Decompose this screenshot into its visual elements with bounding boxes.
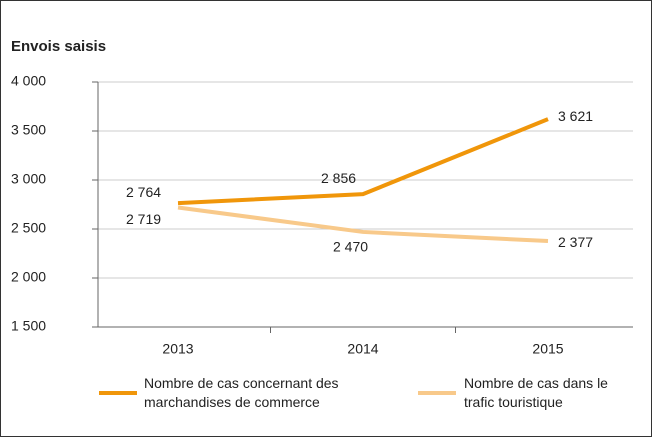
y-tick-label: 1 500 xyxy=(11,318,46,334)
series-line xyxy=(177,117,549,206)
data-label: 2 719 xyxy=(126,211,161,227)
x-tick-label: 2013 xyxy=(162,341,193,357)
y-tick-label: 2 000 xyxy=(11,269,46,285)
legend-label: Nombre de cas concernant des marchandise… xyxy=(144,375,339,410)
x-tick-label: 2014 xyxy=(347,341,378,357)
chart-title: Envois saisis xyxy=(11,38,106,55)
y-tick-label: 4 000 xyxy=(11,73,46,89)
data-label: 2 764 xyxy=(126,184,161,200)
data-label: 2 377 xyxy=(558,234,593,250)
y-tick-label: 3 000 xyxy=(11,171,46,187)
legend-label: Nombre de cas dans le trafic touristique xyxy=(464,375,608,410)
y-tick-label: 2 500 xyxy=(11,220,46,236)
data-label: 3 621 xyxy=(558,108,593,124)
x-tick-label: 2015 xyxy=(532,341,563,357)
data-label: 2 856 xyxy=(321,170,356,186)
series-line xyxy=(177,205,549,244)
y-tick-label: 3 500 xyxy=(11,122,46,138)
data-label: 2 470 xyxy=(333,239,368,255)
